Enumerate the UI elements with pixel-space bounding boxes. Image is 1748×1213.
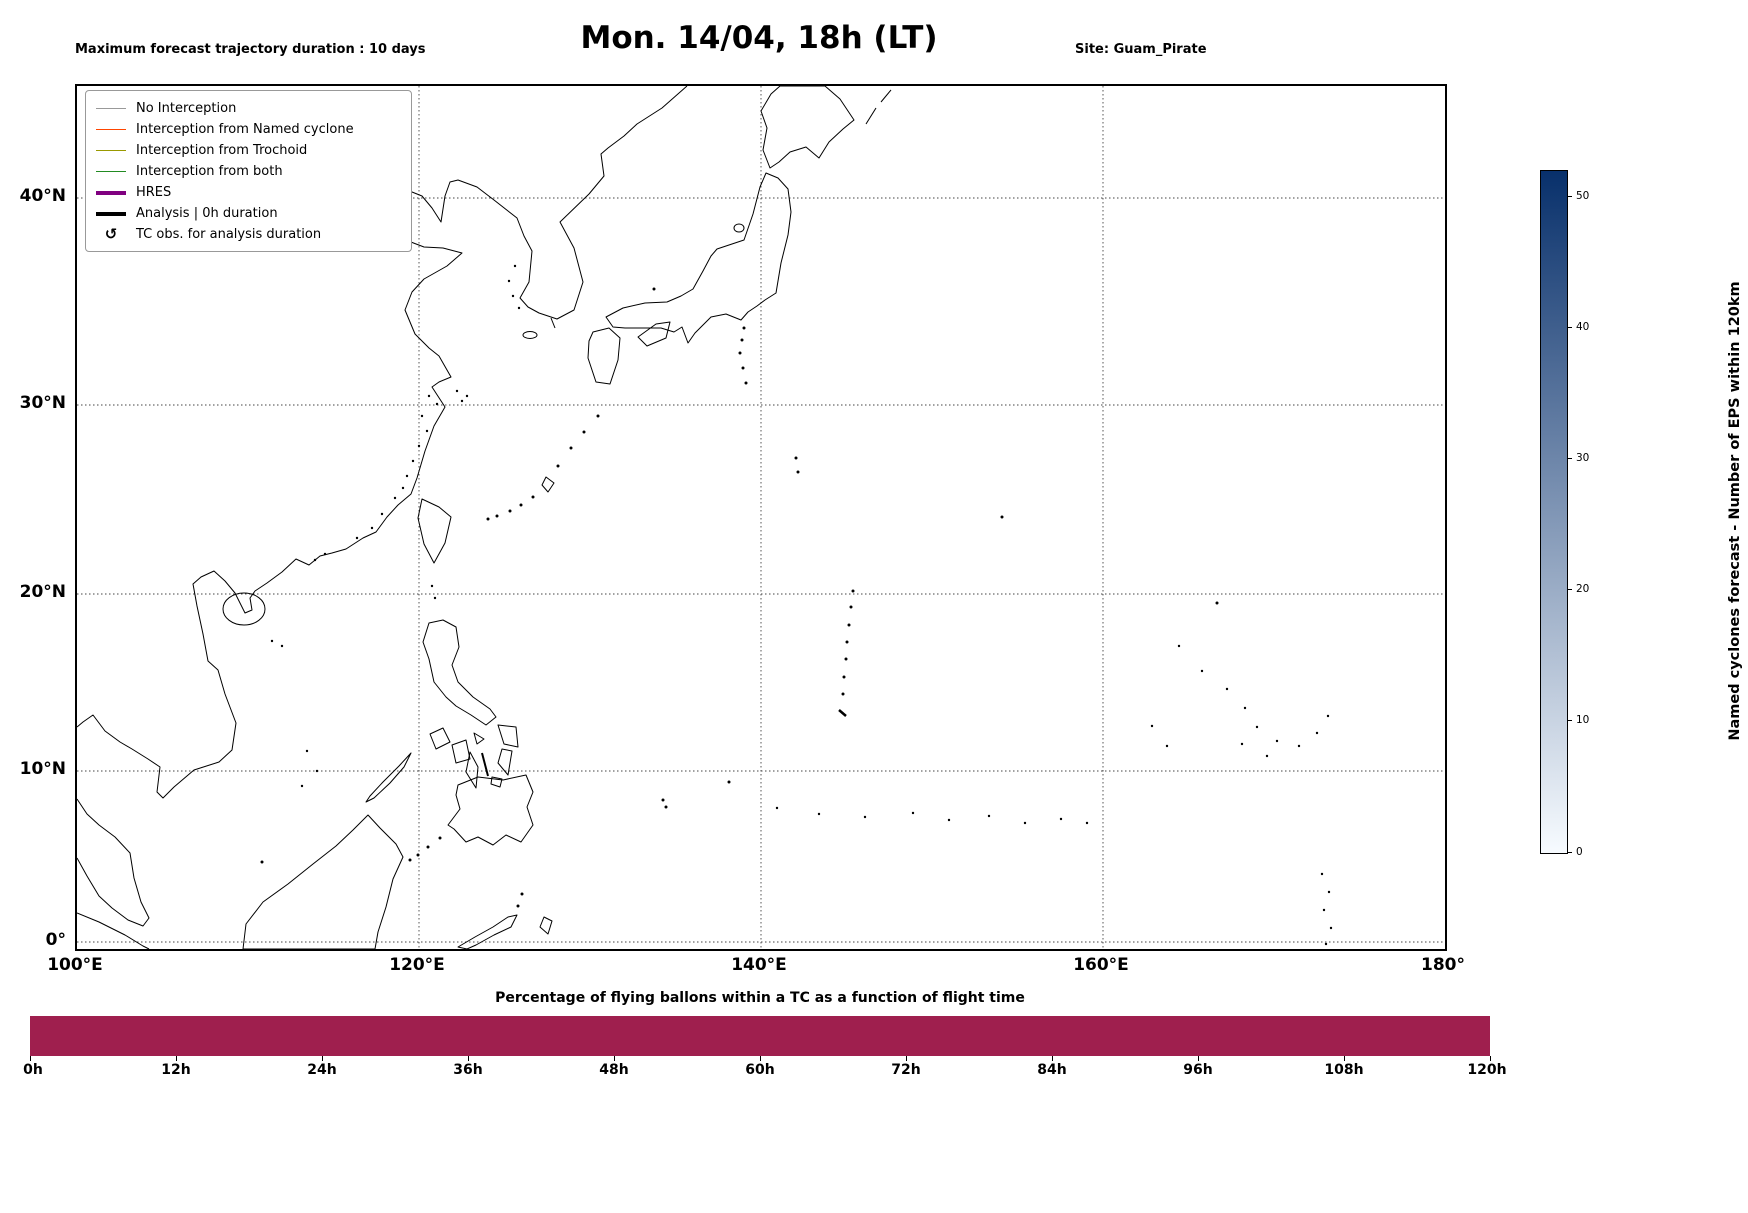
line-sample	[96, 149, 126, 152]
strip-tickmark	[906, 1056, 907, 1061]
strip-tick-108h: 108h	[1324, 1062, 1364, 1078]
colorbar-tickmark	[1567, 327, 1572, 328]
line-sample	[96, 190, 126, 195]
cyclone-obs-icon: ↺	[104, 225, 118, 243]
legend-item-tc-obs: ↺ TC obs. for analysis duration	[96, 224, 401, 245]
legend-label: Interception from Trochoid	[136, 143, 308, 158]
legend-label: TC obs. for analysis duration	[136, 227, 322, 242]
y-tick-10n: 10°N	[19, 759, 66, 779]
legend-label: Interception from Named cyclone	[136, 122, 354, 137]
strip-tick-0h: 0h	[23, 1062, 43, 1078]
strip-tickmark	[614, 1056, 615, 1061]
y-tick-20n: 20°N	[19, 582, 66, 602]
colorbar-tick-10: 10	[1576, 714, 1590, 726]
colorbar-tickmark	[1567, 458, 1572, 459]
page-title: Mon. 14/04, 18h (LT)	[580, 20, 938, 56]
line-sample	[96, 128, 126, 131]
strip-tick-24h: 24h	[307, 1062, 337, 1078]
legend-item-named-cyclone: Interception from Named cyclone	[96, 119, 401, 140]
strip-tick-120h: 120h	[1467, 1062, 1507, 1078]
y-tick-30n: 30°N	[19, 393, 66, 413]
line-sample	[96, 211, 126, 216]
colorbar	[1540, 170, 1568, 854]
legend-label: No Interception	[136, 101, 237, 116]
y-tick-0: 0°	[45, 930, 66, 950]
legend-label: HRES	[136, 185, 172, 200]
legend-item-hres: HRES	[96, 182, 401, 203]
x-tick-160e: 160°E	[1073, 955, 1129, 975]
colorbar-tickmark	[1567, 852, 1572, 853]
x-tick-180: 180°	[1421, 955, 1465, 975]
legend-item-no-interception: No Interception	[96, 98, 401, 119]
colorbar-tick-40: 40	[1576, 321, 1590, 333]
flight-time-strip	[30, 1016, 1490, 1056]
meta-line: Site: Guam_Pirate	[1075, 42, 1207, 57]
strip-tickmark	[1198, 1056, 1199, 1061]
param-line: Maximum forecast trajectory duration : 1…	[75, 42, 426, 57]
line-sample	[96, 107, 126, 110]
flight-time-chart-title: Percentage of flying ballons within a TC…	[495, 990, 1025, 1006]
colorbar-tick-20: 20	[1576, 583, 1590, 595]
colorbar-tickmark	[1567, 196, 1572, 197]
coastlines	[77, 86, 892, 949]
strip-tickmark	[322, 1056, 323, 1061]
legend-item-trochoid: Interception from Trochoid	[96, 140, 401, 161]
strip-tickmark	[176, 1056, 177, 1061]
strip-tick-36h: 36h	[453, 1062, 483, 1078]
colorbar-tickmark	[1567, 589, 1572, 590]
strip-tick-84h: 84h	[1037, 1062, 1067, 1078]
small-islands	[260, 264, 1333, 946]
colorbar-tick-30: 30	[1576, 452, 1590, 464]
strip-tickmark	[1344, 1056, 1345, 1061]
strip-tickmark	[1490, 1056, 1491, 1061]
colorbar-label: Named cyclones forecast - Number of EPS …	[1727, 281, 1743, 741]
y-tick-40n: 40°N	[19, 186, 66, 206]
map-panel: No Interception Interception from Named …	[75, 84, 1447, 951]
colorbar-tickmark	[1567, 720, 1572, 721]
x-tick-120e: 120°E	[389, 955, 445, 975]
colorbar-tick-50: 50	[1576, 190, 1590, 202]
legend-label: Interception from both	[136, 164, 283, 179]
strip-tick-72h: 72h	[891, 1062, 921, 1078]
legend-item-analysis: Analysis | 0h duration	[96, 203, 401, 224]
legend-label: Analysis | 0h duration	[136, 206, 278, 221]
strip-tick-96h: 96h	[1183, 1062, 1213, 1078]
legend-item-both: Interception from both	[96, 161, 401, 182]
strip-tickmark	[30, 1056, 31, 1061]
strip-tick-60h: 60h	[745, 1062, 775, 1078]
strip-tickmark	[1052, 1056, 1053, 1061]
strip-tick-48h: 48h	[599, 1062, 629, 1078]
strip-tickmark	[760, 1056, 761, 1061]
colorbar-tick-0: 0	[1576, 846, 1583, 858]
strip-tickmark	[468, 1056, 469, 1061]
x-tick-140e: 140°E	[731, 955, 787, 975]
x-tick-100e: 100°E	[47, 955, 103, 975]
strip-tick-12h: 12h	[161, 1062, 191, 1078]
map-legend: No Interception Interception from Named …	[85, 90, 412, 252]
line-sample	[96, 170, 126, 173]
